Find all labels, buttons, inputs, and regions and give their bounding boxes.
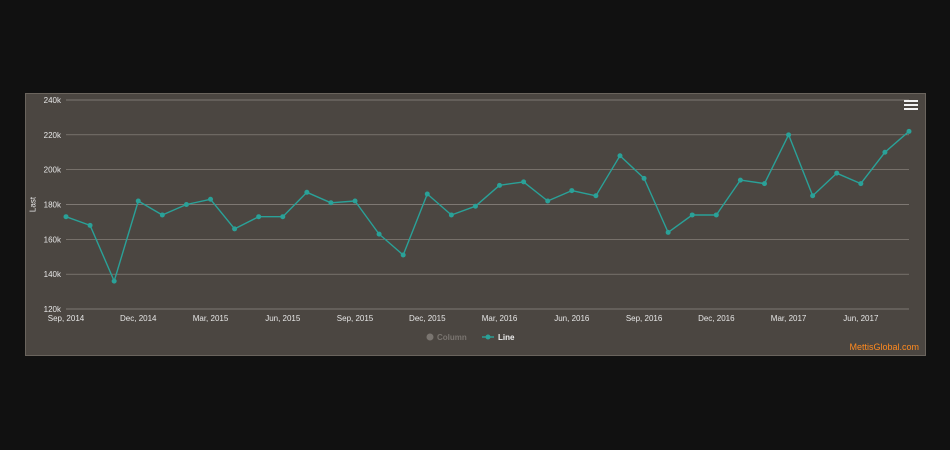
- data-point: [497, 182, 503, 188]
- x-tick-label: Sep, 2015: [337, 314, 374, 323]
- data-point: [183, 202, 189, 207]
- y-axis-ticks: 120k 140k 160k 180k 200k 220k 240k: [44, 96, 62, 314]
- data-point: [472, 203, 478, 209]
- x-tick-label: Jun, 2016: [554, 314, 590, 323]
- legend-line-label: Line: [498, 333, 515, 342]
- data-point: [882, 149, 888, 155]
- legend-item-column[interactable]: Column: [426, 333, 467, 342]
- y-tick-label: 220k: [44, 131, 62, 140]
- line-chart: 120k 140k 160k 180k 200k 220k 240k Sep, 2014 De…: [29, 96, 912, 342]
- data-point: [737, 177, 743, 183]
- y-tick-label: 160k: [44, 235, 62, 244]
- data-point: [593, 193, 599, 199]
- menu-bar: [904, 104, 918, 106]
- y-tick-label: 200k: [44, 166, 62, 175]
- legend-line-marker: [485, 334, 491, 340]
- data-point: [280, 214, 286, 220]
- data-point: [521, 179, 527, 185]
- x-tick-label: Dec, 2016: [698, 314, 735, 323]
- menu-bar: [904, 100, 918, 102]
- x-tick-label: Sep, 2014: [48, 314, 85, 323]
- x-tick-label: Mar, 2017: [771, 314, 807, 323]
- data-point: [786, 132, 792, 138]
- data-point: [858, 181, 864, 187]
- x-tick-label: Jun, 2017: [843, 314, 879, 323]
- x-tick-label: Jun, 2015: [265, 314, 301, 323]
- data-point: [641, 175, 647, 181]
- data-point: [135, 198, 141, 204]
- y-tick-label: 140k: [44, 270, 62, 279]
- data-point: [63, 214, 69, 220]
- data-point: [448, 212, 454, 218]
- x-tick-label: Mar, 2016: [482, 314, 518, 323]
- data-point: [87, 222, 93, 228]
- legend-column-label: Column: [437, 333, 467, 342]
- data-point: [376, 231, 382, 237]
- y-axis-label: Last: [29, 196, 38, 212]
- y-tick-label: 120k: [44, 305, 62, 314]
- x-tick-label: Dec, 2015: [409, 314, 446, 323]
- data-point: [906, 128, 912, 134]
- x-tick-label: Dec, 2014: [120, 314, 157, 323]
- series-path: [65, 130, 910, 282]
- data-point: [111, 278, 117, 284]
- data-point: [545, 198, 551, 204]
- data-point: [328, 200, 334, 206]
- data-point: [665, 229, 671, 235]
- data-point: [424, 191, 430, 197]
- data-point: [232, 226, 238, 232]
- data-point: [400, 252, 406, 258]
- y-tick-label: 240k: [44, 96, 62, 105]
- series-line: [63, 128, 912, 284]
- data-point: [713, 212, 719, 218]
- x-tick-label: Sep, 2016: [626, 314, 663, 323]
- credit-link[interactable]: MettisGlobal.com: [849, 342, 919, 352]
- data-point: [569, 188, 575, 194]
- x-axis-ticks: Sep, 2014 Dec, 2014 Mar, 2015 Jun, 2015 Sep,…: [48, 314, 879, 323]
- legend: Column Line: [426, 333, 515, 342]
- data-point: [834, 170, 840, 176]
- data-point: [208, 196, 214, 202]
- data-point: [304, 189, 310, 195]
- data-point: [256, 214, 262, 220]
- data-point: [689, 212, 695, 218]
- data-point: [761, 181, 767, 187]
- data-point: [352, 198, 358, 204]
- chart-panel: 120k 140k 160k 180k 200k 220k 240k Sep, 2014 De…: [25, 93, 926, 356]
- data-point: [159, 212, 165, 218]
- y-tick-label: 180k: [44, 201, 62, 210]
- data-point: [810, 193, 816, 199]
- legend-item-line[interactable]: Line: [482, 333, 515, 342]
- hamburger-menu-icon[interactable]: [904, 100, 918, 112]
- data-point: [617, 153, 623, 159]
- x-tick-label: Mar, 2015: [193, 314, 229, 323]
- menu-bar: [904, 108, 918, 110]
- gridlines: [66, 99, 909, 310]
- legend-column-marker: [426, 333, 434, 341]
